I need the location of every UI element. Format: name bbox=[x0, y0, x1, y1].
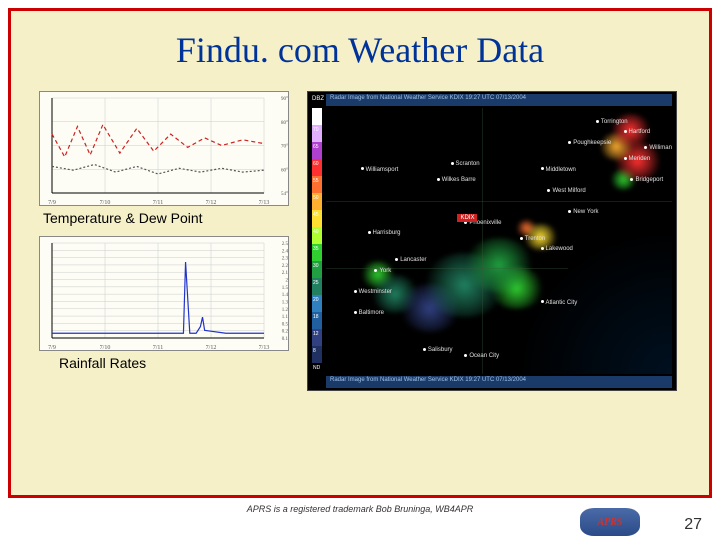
chart1-label: Temperature & Dew Point bbox=[39, 206, 289, 236]
svg-text:7/12: 7/12 bbox=[206, 345, 217, 351]
scale-value: 50 bbox=[313, 195, 325, 201]
storm-cell bbox=[464, 238, 533, 291]
scale-value: 55 bbox=[313, 178, 325, 184]
svg-text:7/13: 7/13 bbox=[259, 200, 270, 206]
scale-value: 20 bbox=[313, 297, 325, 303]
scale-value: 75 bbox=[313, 110, 325, 116]
radar-site-marker: KDIX bbox=[457, 214, 477, 222]
svg-text:2.4: 2.4 bbox=[282, 249, 289, 254]
scale-value: 40 bbox=[313, 229, 325, 235]
svg-text:7/9: 7/9 bbox=[48, 345, 56, 351]
svg-text:7/13: 7/13 bbox=[259, 345, 270, 351]
scale-value: 25 bbox=[313, 280, 325, 286]
city-label: Atlantic City bbox=[541, 300, 578, 306]
city-label: Salisbury bbox=[423, 347, 453, 353]
city-label: Bridgeport bbox=[630, 177, 663, 183]
city-label: Scranton bbox=[451, 161, 480, 167]
scale-value: 12 bbox=[313, 331, 325, 337]
chart2-label: Rainfall Rates bbox=[39, 351, 289, 381]
scale-value: ND bbox=[313, 365, 325, 371]
city-label: York bbox=[374, 268, 391, 274]
svg-text:1.5: 1.5 bbox=[282, 286, 289, 291]
radar-scale-title: DBZ bbox=[312, 96, 324, 102]
svg-text:70°: 70° bbox=[281, 145, 288, 150]
scale-value: 45 bbox=[313, 212, 325, 218]
city-label: Lakewood bbox=[541, 246, 573, 252]
city-label: Torrington bbox=[596, 119, 628, 125]
boundary-line bbox=[482, 108, 483, 374]
svg-text:7/11: 7/11 bbox=[153, 200, 163, 206]
svg-text:2.5: 2.5 bbox=[282, 242, 289, 247]
scale-value: 60 bbox=[313, 161, 325, 167]
radar-map: DBZ 75 70 65 60 55 50 45 40 35 30 25 20 18 12 8 ND Radar… bbox=[307, 91, 677, 391]
city-label: Trenton bbox=[520, 236, 545, 242]
city-label: Hartford bbox=[624, 129, 651, 135]
slide-frame: Findu. com Weather Data 7/97/107/117/127… bbox=[8, 8, 712, 498]
scale-value: 30 bbox=[313, 263, 325, 269]
svg-text:7/12: 7/12 bbox=[206, 200, 217, 206]
svg-text:1.1: 1.1 bbox=[282, 315, 289, 320]
svg-text:1.3: 1.3 bbox=[282, 300, 289, 305]
svg-text:1.4: 1.4 bbox=[282, 293, 289, 298]
city-label: Ocean City bbox=[464, 353, 499, 359]
svg-text:7/9: 7/9 bbox=[48, 200, 56, 206]
svg-text:0.2: 0.2 bbox=[282, 330, 289, 335]
svg-text:7/10: 7/10 bbox=[100, 200, 111, 206]
city-label: Lancaster bbox=[395, 257, 426, 263]
city-label: Wilkes Barre bbox=[437, 177, 476, 183]
city-label: Meriden bbox=[624, 156, 651, 162]
svg-text:0.5: 0.5 bbox=[282, 322, 289, 327]
scale-value: 65 bbox=[313, 144, 325, 150]
svg-text:7/11: 7/11 bbox=[153, 345, 163, 351]
svg-text:90°: 90° bbox=[281, 97, 288, 102]
svg-text:80°: 80° bbox=[281, 121, 288, 126]
city-label: Westminster bbox=[354, 289, 392, 295]
radar-map-area: Torrington Hartford Poughkeepsie Willimanti… bbox=[326, 108, 672, 374]
city-label: Baltimore bbox=[354, 310, 384, 316]
svg-text:2.3: 2.3 bbox=[282, 257, 289, 262]
left-column: 7/9 7/10 7/11 7/12 7/13 90° 80° 70° 60° 54° Tempe… bbox=[39, 91, 289, 381]
city-label: Poughkeepsie bbox=[568, 140, 611, 146]
svg-text:54°: 54° bbox=[281, 192, 288, 197]
city-label: Willimantic bbox=[644, 145, 672, 151]
radar-color-scale: DBZ 75 70 65 60 55 50 45 40 35 30 25 20 18 12 8 ND bbox=[310, 94, 324, 388]
boundary-line bbox=[326, 201, 672, 202]
slide-footer: APRS is a registered trademark Bob Bruni… bbox=[0, 498, 720, 540]
scale-value: 35 bbox=[313, 246, 325, 252]
aprs-logo: APRS bbox=[580, 508, 640, 536]
radar-footer: Radar Image from National Weather Servic… bbox=[326, 376, 672, 388]
svg-text:7/10: 7/10 bbox=[100, 345, 111, 351]
svg-text:2.1: 2.1 bbox=[282, 271, 289, 276]
svg-text:0.1: 0.1 bbox=[282, 337, 289, 342]
svg-text:2.2: 2.2 bbox=[282, 264, 289, 269]
city-label: Harrisburg bbox=[368, 230, 401, 236]
scale-value: 18 bbox=[313, 314, 325, 320]
svg-text:60°: 60° bbox=[281, 168, 288, 173]
page-title: Findu. com Weather Data bbox=[11, 11, 709, 85]
scale-value: 70 bbox=[313, 127, 325, 133]
temp-dewpoint-chart: 7/9 7/10 7/11 7/12 7/13 90° 80° 70° 60° 54° bbox=[39, 91, 289, 206]
city-label: Middletown bbox=[541, 167, 576, 173]
svg-text:1.2: 1.2 bbox=[282, 308, 289, 313]
radar-header: Radar Image from National Weather Servic… bbox=[326, 94, 672, 106]
page-number: 27 bbox=[684, 516, 702, 534]
svg-text:2: 2 bbox=[286, 279, 289, 284]
content-area: 7/9 7/10 7/11 7/12 7/13 90° 80° 70° 60° 54° Tempe… bbox=[39, 91, 681, 477]
scale-value: 8 bbox=[313, 348, 325, 354]
city-label: West Milford bbox=[547, 188, 585, 194]
boundary-line bbox=[326, 268, 568, 269]
city-label: New York bbox=[568, 209, 598, 215]
city-label: Williamsport bbox=[361, 167, 399, 173]
rainfall-chart: 7/9 7/10 7/11 7/12 7/13 2.5 2.4 2.3 2.2 2.1 2 1.5 1.… bbox=[39, 236, 289, 351]
